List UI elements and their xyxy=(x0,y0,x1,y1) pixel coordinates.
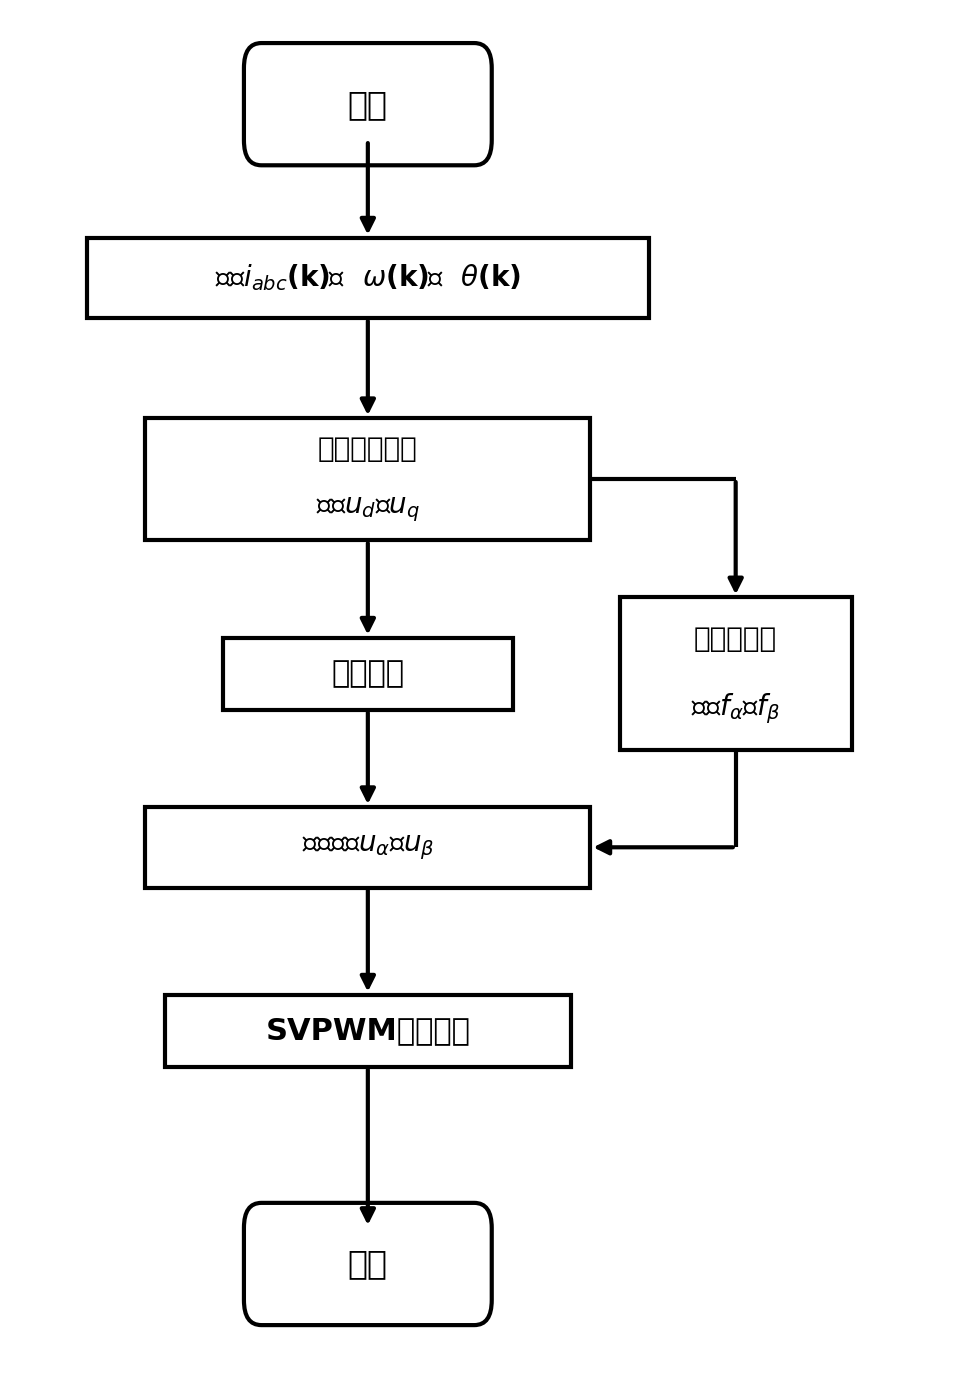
Text: 前馈补偿$u_\alpha$、$u_\beta$: 前馈补偿$u_\alpha$、$u_\beta$ xyxy=(302,833,434,861)
FancyBboxPatch shape xyxy=(244,43,492,165)
FancyBboxPatch shape xyxy=(223,638,513,710)
FancyBboxPatch shape xyxy=(620,597,852,750)
FancyBboxPatch shape xyxy=(165,995,571,1067)
Text: 计算$u_d$、$u_q$: 计算$u_d$、$u_q$ xyxy=(316,496,420,524)
Text: 结束: 结束 xyxy=(348,1247,388,1281)
Text: 扰动观测器: 扰动观测器 xyxy=(694,625,777,653)
FancyBboxPatch shape xyxy=(87,238,649,318)
Text: 开始: 开始 xyxy=(348,88,388,121)
Text: 坐标变换: 坐标变换 xyxy=(331,660,405,688)
Text: 估计$f_\alpha$、$f_\beta$: 估计$f_\alpha$、$f_\beta$ xyxy=(691,692,780,725)
Text: 测量$\mathit{i}_{abc}$(k)、  $\omega$(k)、  $\theta$(k): 测量$\mathit{i}_{abc}$(k)、 $\omega$(k)、 $\… xyxy=(215,263,521,293)
FancyBboxPatch shape xyxy=(145,807,590,888)
Text: SVPWM输出脉冲: SVPWM输出脉冲 xyxy=(265,1017,470,1045)
FancyBboxPatch shape xyxy=(244,1203,492,1325)
FancyBboxPatch shape xyxy=(145,418,590,540)
Text: 预测控制模型: 预测控制模型 xyxy=(318,435,418,463)
